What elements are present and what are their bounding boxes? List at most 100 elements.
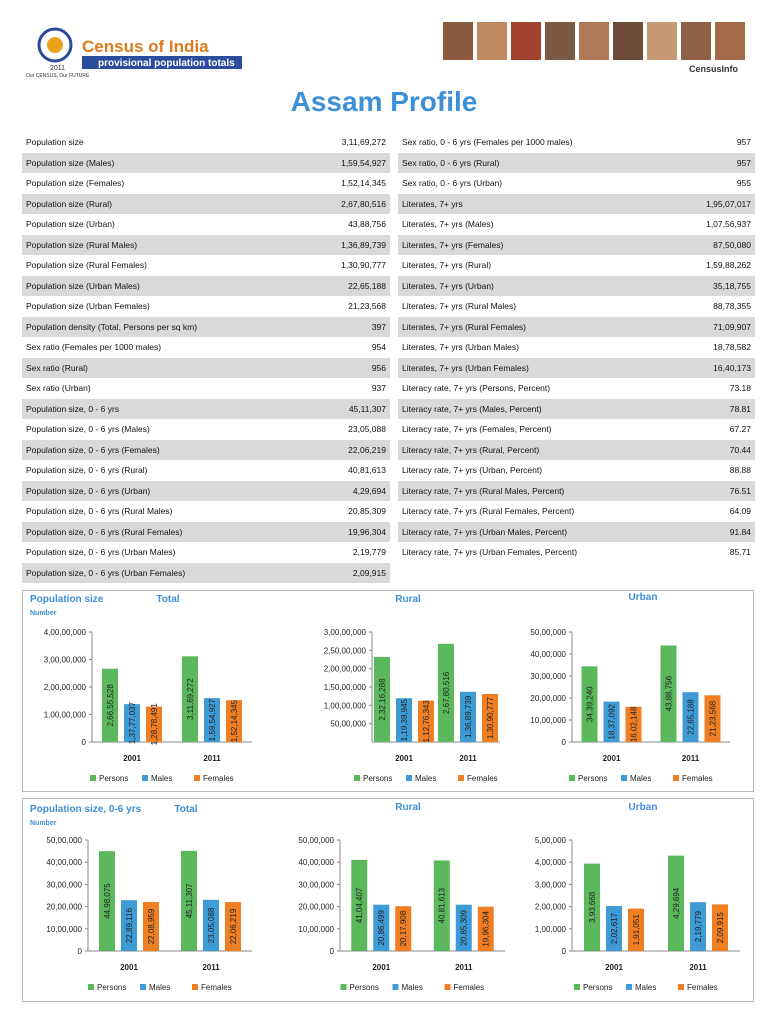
value-label: 34,39,240 bbox=[586, 686, 595, 722]
cell-label: Population size, 0 - 6 yrs (Rural) bbox=[26, 465, 148, 476]
legend-swatch bbox=[90, 775, 96, 781]
cell-value: 1,59,88,262 bbox=[706, 260, 751, 271]
bar bbox=[433, 860, 450, 951]
table-row: Literacy rate, 7+ yrs (Persons, Percent)… bbox=[398, 378, 755, 399]
value-label: 45,11,307 bbox=[185, 883, 194, 919]
chart-title: Urban bbox=[629, 592, 658, 603]
y-tick-label: 3,00,000 bbox=[535, 880, 567, 889]
bar bbox=[660, 645, 677, 742]
bar bbox=[121, 900, 137, 951]
table-row: Sex ratio (Urban) 937 bbox=[22, 378, 390, 399]
table-row: Population size, 0 - 6 yrs (Rural Female… bbox=[22, 521, 390, 542]
cell-label: Literacy rate, 7+ yrs (Rural, Percent) bbox=[398, 439, 675, 460]
bar bbox=[124, 704, 140, 742]
table-row: Literacy rate, 7+ yrs (Rural Males, Perc… bbox=[398, 480, 755, 501]
y-tick-label: 30,00,000 bbox=[298, 880, 334, 889]
value-label: 1,91,051 bbox=[632, 914, 641, 946]
y-tick-label: 3,00,00,000 bbox=[324, 628, 367, 637]
bar bbox=[460, 691, 476, 742]
cell-value: 2,09,915 bbox=[306, 562, 390, 583]
bar bbox=[204, 698, 220, 742]
bar bbox=[395, 906, 412, 951]
section-unit: Number bbox=[30, 820, 57, 827]
cell-label: Literates, 7+ yrs (Urban Males) bbox=[402, 342, 519, 353]
table-row: Population density (Total, Persons per s… bbox=[22, 316, 390, 337]
table-row: Sex ratio, 0 - 6 yrs (Urban) 955 bbox=[398, 173, 755, 194]
cell-label: Literates, 7+ yrs (Rural Females) bbox=[398, 316, 675, 337]
cell-label: Population size (Males) bbox=[22, 152, 307, 173]
value-label: 44,98,075 bbox=[103, 883, 112, 919]
legend-label: Persons bbox=[583, 983, 612, 992]
bar bbox=[182, 656, 198, 742]
value-label: 41,04,407 bbox=[355, 887, 364, 923]
legend-label: Males bbox=[149, 983, 170, 992]
table-row: Sex ratio (Rural) 956 bbox=[22, 357, 390, 378]
table-row: Literates, 7+ yrs (Rural) 1,59,88,262 bbox=[398, 255, 755, 276]
value-label: 2,19,779 bbox=[694, 910, 703, 942]
cell-value: 88,78,355 bbox=[713, 301, 751, 312]
legend-label: Females bbox=[454, 983, 485, 992]
y-tick-label: 30,00,000 bbox=[46, 880, 82, 889]
value-label: 1,52,14,345 bbox=[230, 699, 239, 742]
cell-label: Literates, 7+ yrs (Urban) bbox=[398, 275, 675, 296]
cell-value: 957 bbox=[674, 152, 755, 173]
cell-value: 91.84 bbox=[674, 521, 755, 542]
value-label: 16,02,148 bbox=[630, 706, 639, 742]
bar bbox=[146, 706, 162, 742]
value-label: 2,09,915 bbox=[716, 912, 725, 944]
cell-label: Population size, 0 - 6 yrs bbox=[22, 398, 307, 419]
cell-value: 18,78,582 bbox=[713, 342, 751, 353]
table-row: Population size, 0 - 6 yrs (Urban Males)… bbox=[22, 542, 390, 563]
bar bbox=[181, 850, 197, 951]
partner: CensusInfo bbox=[689, 64, 739, 74]
cell-label: Population size (Urban Males) bbox=[22, 275, 307, 296]
y-tick-label: 20,00,000 bbox=[298, 903, 334, 912]
bar bbox=[606, 906, 622, 951]
table-row: Literates, 7+ yrs (Females) 87,50,080 bbox=[398, 234, 755, 255]
value-label: 21,23,568 bbox=[709, 700, 718, 736]
value-label: 1,36,89,739 bbox=[464, 695, 473, 738]
cell-value: 87,50,080 bbox=[674, 234, 755, 255]
page-title: Assam Profile bbox=[290, 86, 478, 117]
chart-title: Urban bbox=[629, 802, 658, 813]
cell-label: Literates, 7+ yrs (Urban Females) bbox=[398, 357, 675, 378]
x-tick-label: 2011 bbox=[459, 754, 477, 763]
legend-label: Persons bbox=[578, 774, 607, 783]
value-label: 1,37,77,037 bbox=[128, 701, 137, 744]
value-label: 4,29,694 bbox=[672, 887, 681, 919]
cell-label: Literacy rate, 7+ yrs (Urban Females, Pe… bbox=[402, 547, 578, 558]
cell-label: Literates, 7+ yrs (Males) bbox=[402, 219, 494, 230]
value-label: 1,19,39,945 bbox=[400, 698, 409, 741]
table-row: Population size (Males) 1,59,54,927 bbox=[22, 152, 390, 173]
legend-label: Persons bbox=[97, 983, 126, 992]
section-title: Population size, 0-6 yrs bbox=[30, 804, 142, 815]
y-tick-label: 0 bbox=[330, 947, 335, 956]
value-label: 2,67,80,516 bbox=[442, 671, 451, 714]
cell-value: 1,59,54,927 bbox=[306, 152, 390, 173]
value-label: 2,02,617 bbox=[610, 912, 619, 944]
bar bbox=[581, 666, 598, 742]
cell-value: 78.81 bbox=[674, 398, 755, 419]
value-label: 40,81,613 bbox=[438, 887, 447, 923]
y-tick-label: 4,00,00,000 bbox=[44, 628, 87, 637]
cell-label: Population size, 0 - 6 yrs (Rural Males) bbox=[26, 506, 173, 517]
bar bbox=[584, 863, 600, 951]
legend-label: Males bbox=[415, 774, 436, 783]
table-row: Literacy rate, 7+ yrs (Urban Males, Perc… bbox=[398, 521, 755, 542]
cell-label: Sex ratio (Urban) bbox=[26, 383, 91, 394]
legend-swatch bbox=[626, 984, 632, 990]
panel bbox=[22, 590, 754, 792]
legend-swatch bbox=[569, 775, 575, 781]
legend-label: Males bbox=[402, 983, 423, 992]
y-tick-label: 10,00,000 bbox=[46, 925, 82, 934]
cell-label: Population size (Urban) bbox=[26, 219, 115, 230]
cell-value: 21,23,568 bbox=[348, 301, 386, 312]
value-label: 1,28,78,491 bbox=[150, 703, 159, 746]
bar bbox=[704, 695, 721, 742]
y-tick-label: 50,00,000 bbox=[530, 628, 566, 637]
bar bbox=[203, 899, 219, 951]
bar bbox=[226, 700, 242, 742]
y-tick-label: 3,00,00,000 bbox=[44, 656, 87, 665]
bar bbox=[477, 906, 494, 951]
